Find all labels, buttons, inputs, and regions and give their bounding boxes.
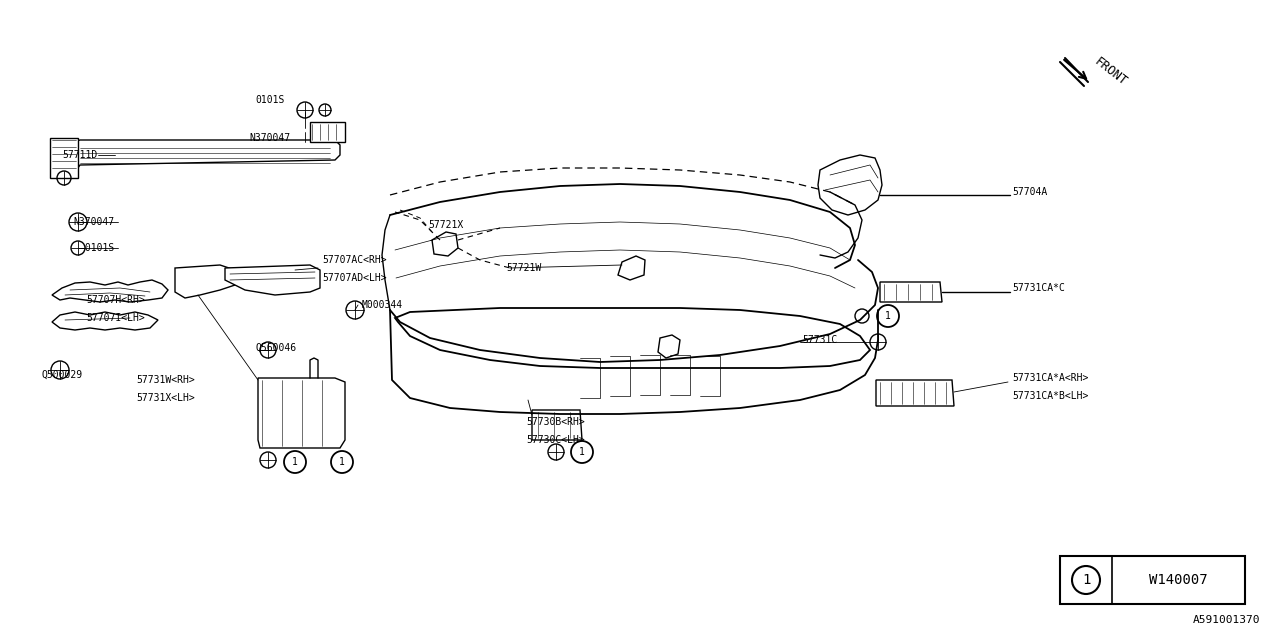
Text: 1: 1 bbox=[1082, 573, 1091, 587]
Text: M000344: M000344 bbox=[362, 300, 403, 310]
Polygon shape bbox=[52, 280, 168, 302]
Text: 57707AD<LH>: 57707AD<LH> bbox=[323, 273, 387, 283]
Text: Q500029: Q500029 bbox=[42, 370, 83, 380]
Text: A591001370: A591001370 bbox=[1193, 615, 1260, 625]
Polygon shape bbox=[532, 410, 582, 440]
Text: 57731W<RH>: 57731W<RH> bbox=[136, 375, 195, 385]
Polygon shape bbox=[52, 312, 157, 330]
Text: 1: 1 bbox=[579, 447, 585, 457]
Polygon shape bbox=[876, 380, 954, 406]
Text: 57704A: 57704A bbox=[1012, 187, 1047, 197]
Text: 1: 1 bbox=[292, 457, 298, 467]
Polygon shape bbox=[881, 282, 942, 302]
Text: N370047: N370047 bbox=[74, 217, 115, 227]
Text: 57731CA*C: 57731CA*C bbox=[1012, 283, 1065, 293]
Polygon shape bbox=[50, 138, 78, 178]
Text: 57711D: 57711D bbox=[63, 150, 99, 160]
Text: W140007: W140007 bbox=[1148, 573, 1207, 587]
Text: 57731CA*B<LH>: 57731CA*B<LH> bbox=[1012, 391, 1088, 401]
Polygon shape bbox=[818, 155, 882, 215]
Text: 0101S: 0101S bbox=[255, 95, 284, 105]
Text: 1: 1 bbox=[339, 457, 344, 467]
Text: 57730B<RH>: 57730B<RH> bbox=[526, 417, 585, 427]
Polygon shape bbox=[55, 140, 340, 175]
Text: FRONT: FRONT bbox=[1092, 55, 1129, 89]
Text: 57707I<LH>: 57707I<LH> bbox=[86, 313, 145, 323]
Text: 57707AC<RH>: 57707AC<RH> bbox=[323, 255, 387, 265]
Text: 57721X: 57721X bbox=[428, 220, 463, 230]
Polygon shape bbox=[175, 265, 236, 298]
Text: 57731C: 57731C bbox=[803, 335, 837, 345]
Text: N370047: N370047 bbox=[250, 133, 291, 143]
Text: 57707H<RH>: 57707H<RH> bbox=[86, 295, 145, 305]
Text: 57730C<LH>: 57730C<LH> bbox=[526, 435, 585, 445]
Text: 1: 1 bbox=[884, 311, 891, 321]
Polygon shape bbox=[433, 232, 458, 256]
Text: -0101S: -0101S bbox=[79, 243, 115, 253]
Polygon shape bbox=[310, 122, 346, 142]
Text: 57721W: 57721W bbox=[506, 263, 541, 273]
Bar bbox=[1060, 556, 1245, 604]
Polygon shape bbox=[259, 378, 346, 448]
Polygon shape bbox=[225, 265, 320, 295]
Polygon shape bbox=[658, 335, 680, 358]
Polygon shape bbox=[396, 308, 870, 368]
Polygon shape bbox=[618, 256, 645, 280]
Text: 57731X<LH>: 57731X<LH> bbox=[136, 393, 195, 403]
Text: 57731CA*A<RH>: 57731CA*A<RH> bbox=[1012, 373, 1088, 383]
Text: Q560046: Q560046 bbox=[255, 343, 296, 353]
